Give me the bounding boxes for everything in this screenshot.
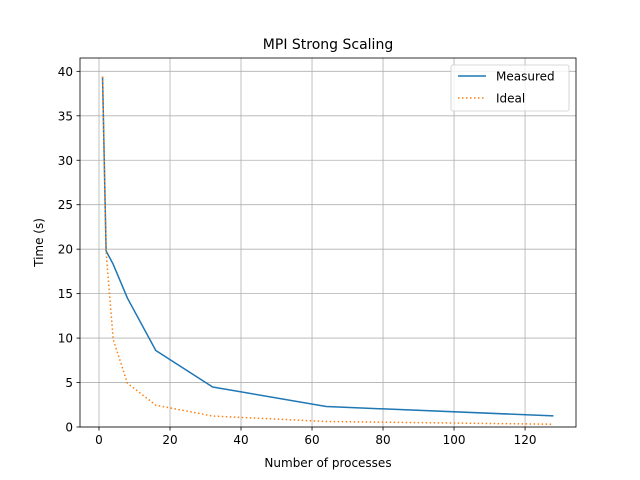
- legend-label-ideal: Ideal: [496, 92, 525, 106]
- y-tick-label: 0: [65, 421, 73, 435]
- x-tick-label: 20: [162, 433, 177, 447]
- y-tick-label: 5: [65, 376, 73, 390]
- legend: Measured Ideal: [450, 64, 570, 112]
- x-tick-label: 80: [375, 433, 390, 447]
- y-tick-label: 10: [58, 332, 73, 346]
- y-tick-label: 30: [58, 154, 73, 168]
- legend-label-measured: Measured: [496, 70, 555, 84]
- axis-ticks: 0 20 40 60 80 100 120 0 5 10 15 20 25 30 35 40: [58, 65, 537, 447]
- x-tick-label: 100: [443, 433, 466, 447]
- x-tick-label: 0: [95, 433, 103, 447]
- y-axis-label: Time (s): [32, 218, 46, 268]
- series-line-measured: [101, 76, 554, 417]
- series-lines: [101, 76, 554, 425]
- x-axis-label: Number of processes: [264, 456, 391, 470]
- plot-area-frame: [79, 57, 577, 428]
- y-tick-label: 20: [58, 243, 73, 257]
- y-tick-label: 40: [58, 65, 73, 79]
- y-tick-label: 15: [58, 287, 73, 301]
- y-tick-label: 25: [58, 198, 73, 212]
- y-tick-label: 35: [58, 109, 73, 123]
- x-tick-label: 120: [514, 433, 537, 447]
- x-tick-label: 40: [233, 433, 248, 447]
- chart-title: MPI Strong Scaling: [263, 37, 393, 53]
- x-tick-label: 60: [304, 433, 319, 447]
